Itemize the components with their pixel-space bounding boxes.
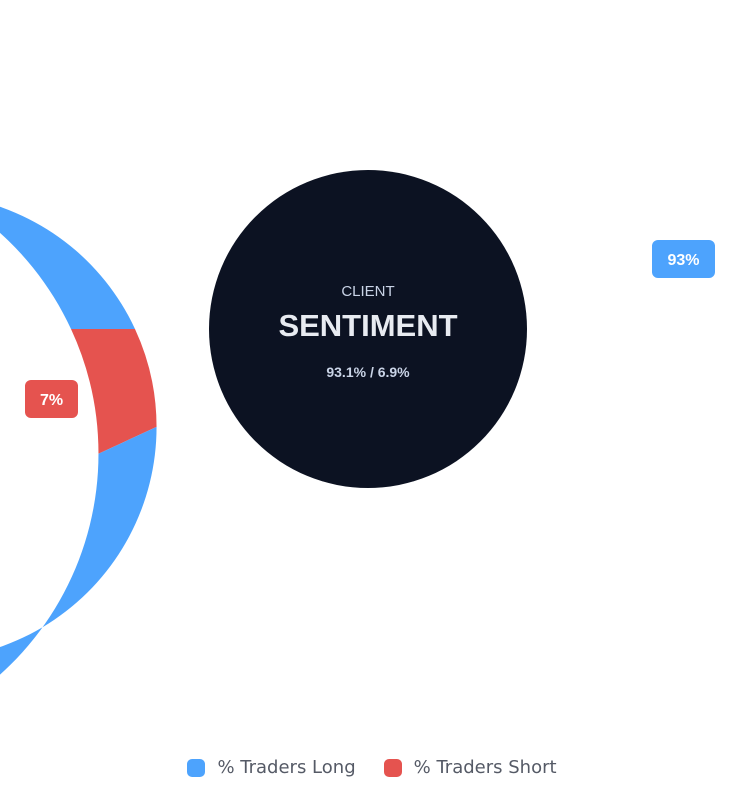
data-label-badge [25, 380, 78, 418]
donut-slices [0, 157, 157, 740]
center-title: SENTIMENT [278, 308, 457, 343]
donut-chart: CLIENT SENTIMENT 93.1% / 6.9% 93% 7% [0, 157, 715, 740]
slice-traders-long[interactable] [0, 157, 157, 740]
data-labels: 93% 7% [25, 240, 715, 418]
data-label-short: 7% [25, 380, 78, 418]
legend-item-long[interactable]: % Traders Long [187, 757, 356, 778]
data-label-long: 93% [652, 240, 715, 278]
legend-label-long: % Traders Long [217, 757, 356, 778]
center-disc [209, 170, 527, 488]
legend-swatch-short [383, 758, 402, 777]
data-label-text: 93% [667, 252, 699, 269]
slice-traders-short[interactable] [71, 329, 157, 454]
legend-swatch-long [187, 758, 206, 777]
center-eyebrow: CLIENT [341, 283, 394, 300]
data-label-text: 7% [40, 392, 63, 409]
center-ratio: 93.1% / 6.9% [326, 364, 410, 380]
legend-item-short[interactable]: % Traders Short [383, 757, 557, 778]
legend: % Traders Long % Traders Short [0, 757, 744, 778]
data-label-badge [652, 240, 715, 278]
legend-label-short: % Traders Short [413, 757, 557, 778]
